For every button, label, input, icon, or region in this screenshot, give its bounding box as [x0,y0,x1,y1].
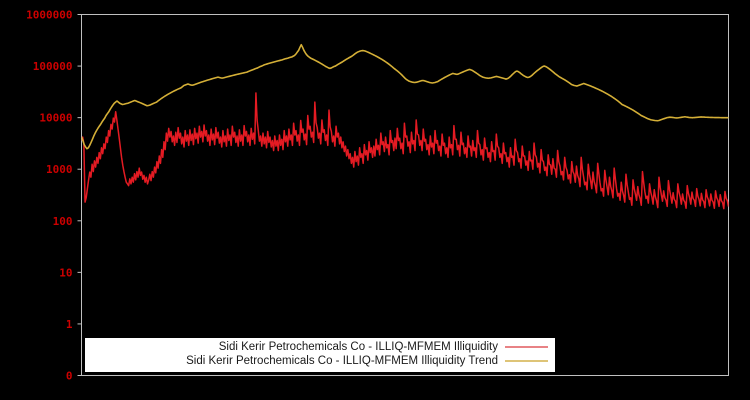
y-axis-tick-label: 1 [66,318,73,331]
y-axis-tick-label: 100000 [33,60,73,73]
y-axis-tick-label: 10 [59,266,72,279]
y-axis-tick-label: 10000 [39,112,72,125]
y-axis-tick-label: 1000000 [26,9,72,22]
legend-label-illiquidity: Sidi Kerir Petrochemicals Co - ILLIQ-MFM… [219,341,499,353]
legend-label-illiquidity-trend: Sidi Kerir Petrochemicals Co - ILLIQ-MFM… [186,355,498,367]
chart-legend[interactable]: Sidi Kerir Petrochemicals Co - ILLIQ-MFM… [85,338,555,372]
data-series-group [81,43,729,210]
series-line-illiquidity-trend [81,43,729,150]
legend-background [85,338,555,372]
plot-frame [81,14,729,376]
y-axis-tick-label: 100 [53,215,73,228]
y-axis-tick-label: 1000 [46,163,73,176]
series-line-illiquidity [81,92,729,210]
y-axis-tick-label: 0 [66,370,73,383]
